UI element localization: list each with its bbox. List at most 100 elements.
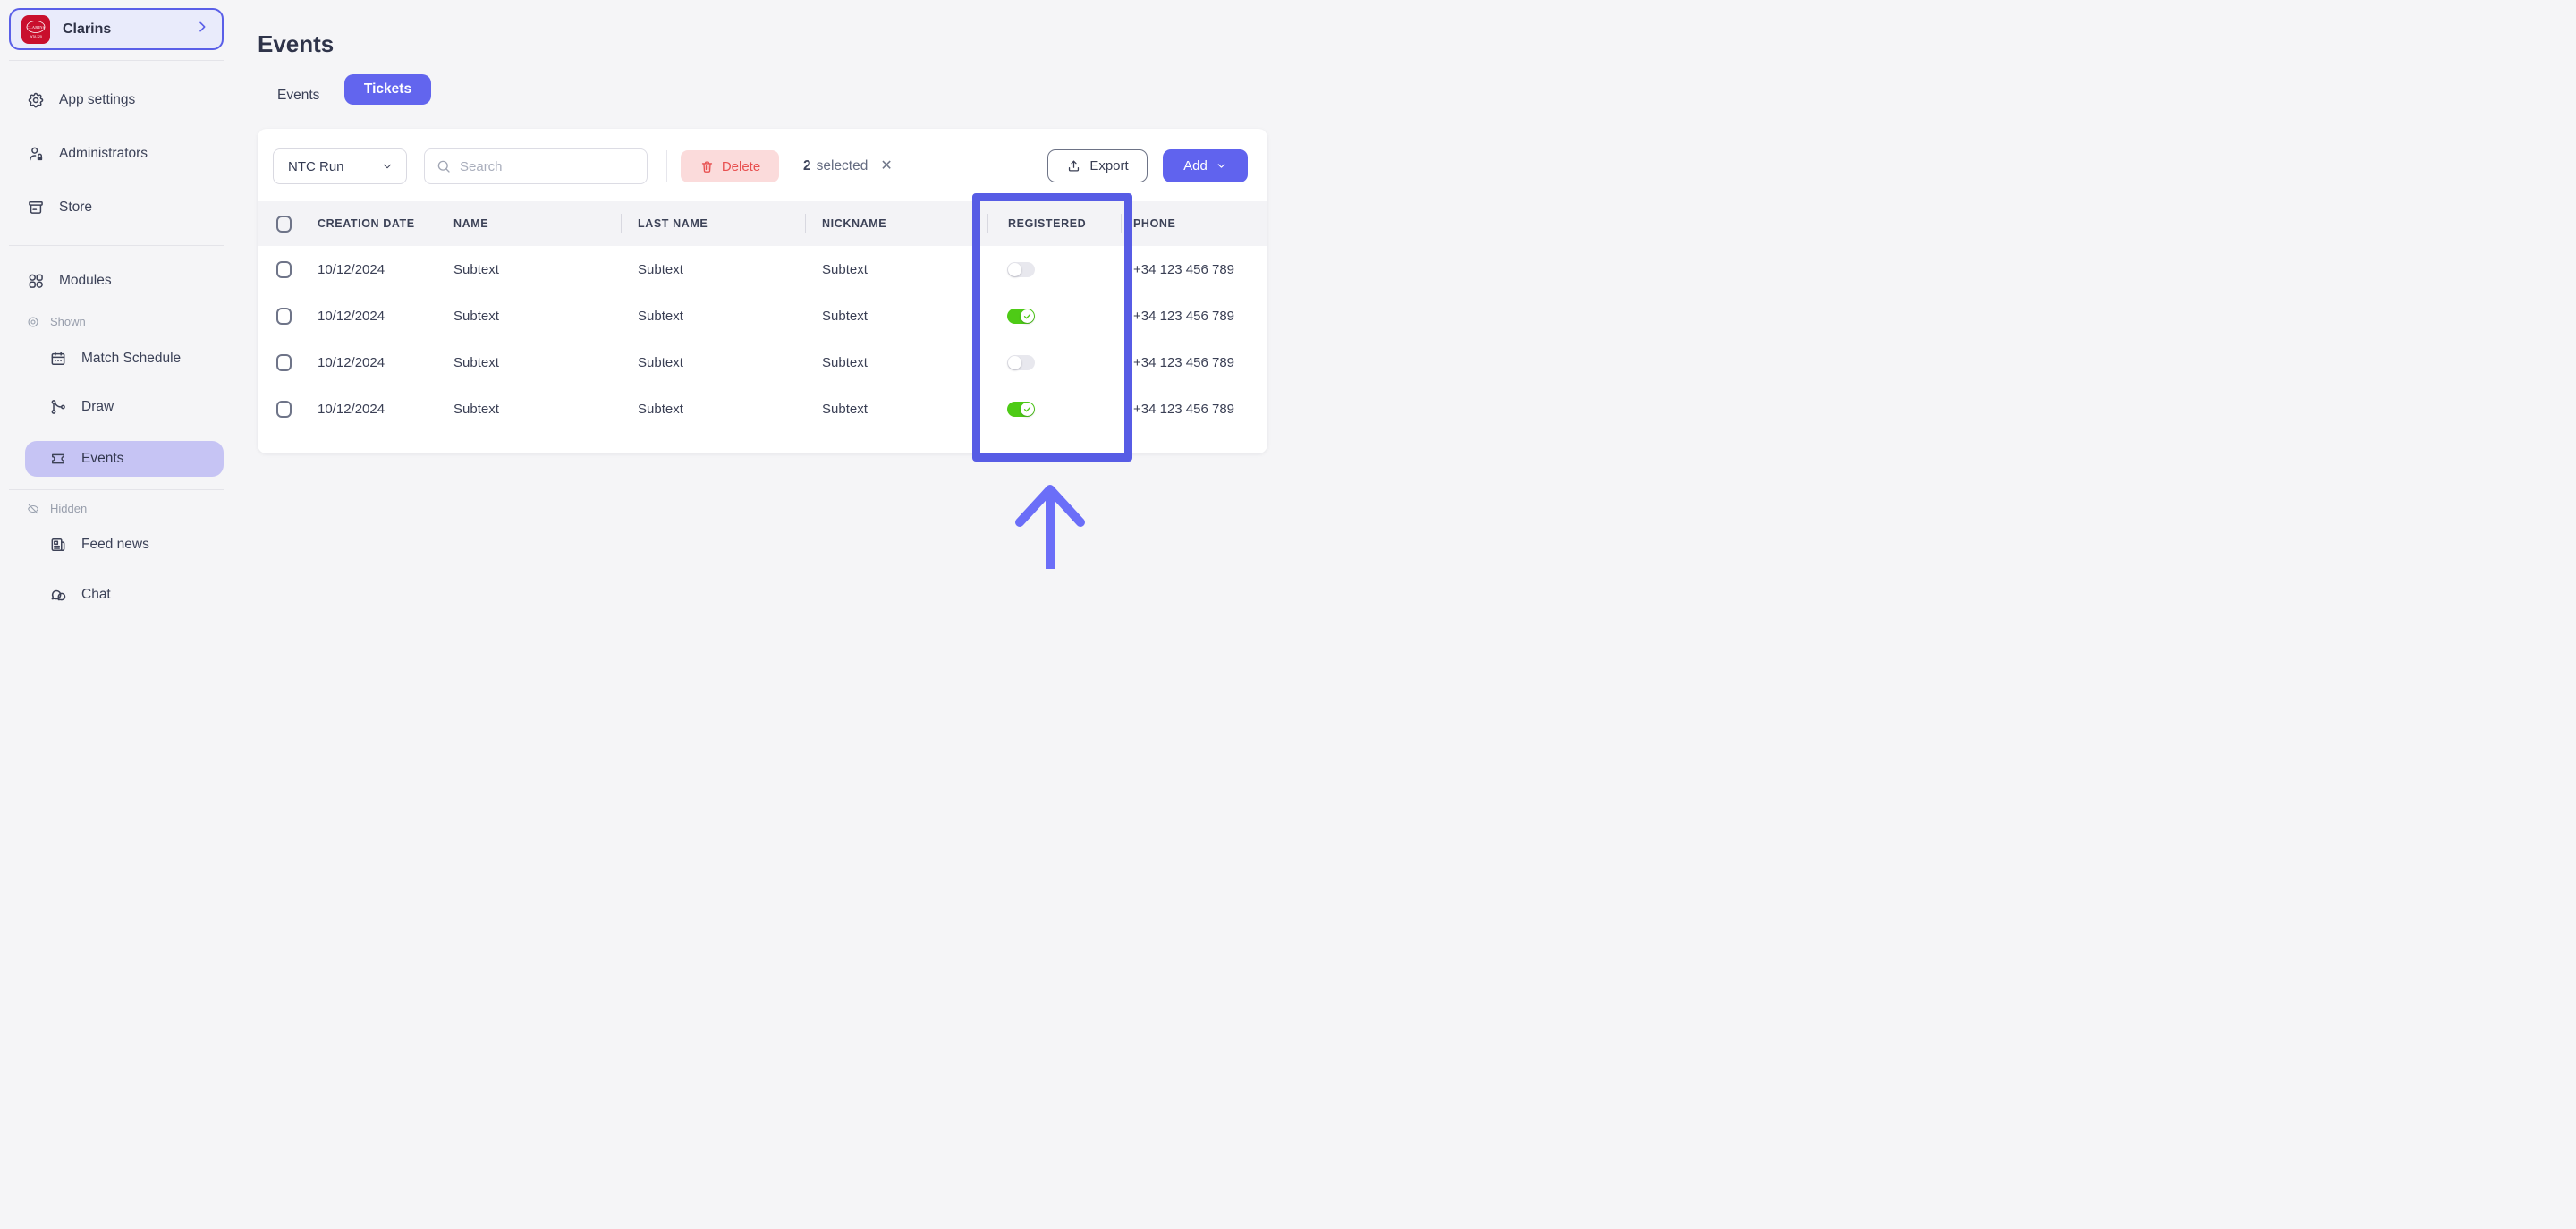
sidebar-item-administrators[interactable]: Administrators (27, 145, 148, 163)
column-divider (1121, 214, 1122, 233)
table-row: 10/12/2024 Subtext Subtext Subtext +34 1… (258, 292, 1267, 339)
cell-phone: +34 123 456 789 (1133, 354, 1235, 370)
cell-last-name: Subtext (638, 354, 683, 370)
sidebar-item-label: Draw (81, 399, 114, 414)
search-icon (437, 160, 450, 173)
search-box (424, 148, 648, 184)
storefront-icon (29, 201, 43, 214)
cell-nickname: Subtext (822, 401, 868, 417)
draw-branch-icon (51, 400, 65, 414)
cell-nickname: Subtext (822, 308, 868, 324)
chevron-down-icon (383, 164, 392, 169)
column-header-creation-date[interactable]: CREATION DATE (318, 217, 415, 230)
chevron-down-icon (1217, 164, 1225, 168)
cell-creation-date: 10/12/2024 (318, 308, 386, 324)
section-label: Shown (50, 315, 86, 328)
table-row: 10/12/2024 Subtext Subtext Subtext +34 1… (258, 339, 1267, 386)
sidebar-item-label: Events (81, 451, 124, 466)
registered-toggle[interactable] (1007, 308, 1035, 324)
column-header-name[interactable]: NAME (453, 217, 489, 230)
page-title: Events (258, 30, 335, 57)
sidebar-item-label: Match Schedule (81, 351, 182, 366)
selected-label: selected (816, 158, 869, 174)
event-filter-value: NTC Run (288, 158, 344, 174)
ticket-icon (52, 453, 64, 464)
sidebar-section-hidden: Hidden (27, 502, 87, 515)
delete-button[interactable]: Delete (681, 150, 779, 182)
selection-status: 2 selected ✕ (803, 150, 893, 182)
tickets-table-card: NTC Run Delete 2 selected ✕ Export Add (258, 129, 1267, 453)
sidebar-item-draw[interactable]: Draw (49, 398, 114, 416)
sidebar-item-store[interactable]: Store (27, 199, 92, 216)
sidebar-divider (9, 489, 224, 490)
sidebar-item-app-settings[interactable]: App settings (27, 91, 135, 109)
cell-phone: +34 123 456 789 (1133, 261, 1235, 277)
cell-nickname: Subtext (822, 261, 868, 277)
toggle-knob (1021, 309, 1034, 323)
sidebar-item-events[interactable]: Events (25, 441, 224, 477)
tab-events[interactable]: Events (277, 88, 320, 103)
eye-off-icon (28, 504, 38, 513)
brand-logo-subtext: WTA 125 (30, 35, 42, 38)
add-button[interactable]: Add (1163, 149, 1248, 182)
table-body: 10/12/2024 Subtext Subtext Subtext +34 1… (258, 246, 1267, 432)
column-divider (987, 214, 988, 233)
row-checkbox[interactable] (276, 353, 292, 371)
modules-grid-icon (29, 274, 43, 288)
toggle-knob (1008, 355, 1021, 369)
sidebar-item-feed-news[interactable]: Feed news (49, 536, 149, 554)
select-all-checkbox[interactable] (276, 215, 292, 233)
row-checkbox[interactable] (276, 260, 292, 278)
shown-target-icon (28, 317, 38, 326)
calendar-icon (51, 352, 65, 365)
cell-nickname: Subtext (822, 354, 868, 370)
chevron-right-icon (195, 20, 209, 38)
column-header-nickname[interactable]: NICKNAME (822, 217, 887, 230)
cell-last-name: Subtext (638, 261, 683, 277)
table-row: 10/12/2024 Subtext Subtext Subtext +34 1… (258, 386, 1267, 432)
chat-bubbles-icon (51, 589, 66, 601)
sidebar-item-label: App settings (59, 92, 136, 107)
export-button[interactable]: Export (1047, 149, 1148, 182)
add-label: Add (1183, 158, 1208, 174)
toggle-knob (1021, 402, 1034, 416)
column-header-registered[interactable]: REGISTERED (1008, 217, 1087, 230)
brand-logo: CLARINS WTA 125 (21, 14, 50, 44)
up-arrow-annotation (1015, 485, 1085, 569)
toggle-knob (1008, 262, 1021, 276)
check-icon (1023, 406, 1031, 411)
table-header-row: CREATION DATE NAME LAST NAME NICKNAME RE… (258, 201, 1267, 246)
table-row: 10/12/2024 Subtext Subtext Subtext +34 1… (258, 246, 1267, 292)
gear-icon (28, 92, 44, 108)
column-divider (805, 214, 806, 233)
cell-last-name: Subtext (638, 308, 683, 324)
cell-name: Subtext (453, 308, 499, 324)
cell-name: Subtext (453, 261, 499, 277)
sidebar-divider (9, 60, 224, 61)
column-header-phone[interactable]: PHONE (1133, 217, 1176, 230)
search-input[interactable] (460, 158, 636, 174)
selected-count: 2 (803, 158, 811, 174)
registered-toggle[interactable] (1007, 354, 1035, 370)
column-header-last-name[interactable]: LAST NAME (638, 217, 708, 230)
cell-last-name: Subtext (638, 401, 683, 417)
sidebar-item-modules[interactable]: Modules (27, 272, 112, 290)
delete-label: Delete (721, 158, 761, 174)
clear-selection-icon[interactable]: ✕ (880, 158, 893, 174)
registered-toggle[interactable] (1007, 261, 1035, 277)
tab-tickets[interactable]: Tickets (344, 74, 431, 105)
export-label: Export (1089, 158, 1129, 174)
sidebar-item-label: Modules (59, 273, 112, 288)
event-filter-select[interactable]: NTC Run (273, 148, 407, 184)
trash-icon (701, 160, 712, 173)
cell-creation-date: 10/12/2024 (318, 261, 386, 277)
registered-toggle[interactable] (1007, 401, 1035, 417)
sidebar-item-match-schedule[interactable]: Match Schedule (49, 350, 181, 368)
toolbar-divider (666, 150, 667, 182)
row-checkbox[interactable] (276, 400, 292, 418)
brand-selector[interactable]: CLARINS WTA 125 Clarins (9, 8, 224, 50)
sidebar-item-chat[interactable]: Chat (49, 586, 111, 604)
brand-name: Clarins (63, 21, 112, 37)
brand-logo-text: CLARINS (26, 24, 45, 29)
row-checkbox[interactable] (276, 307, 292, 325)
